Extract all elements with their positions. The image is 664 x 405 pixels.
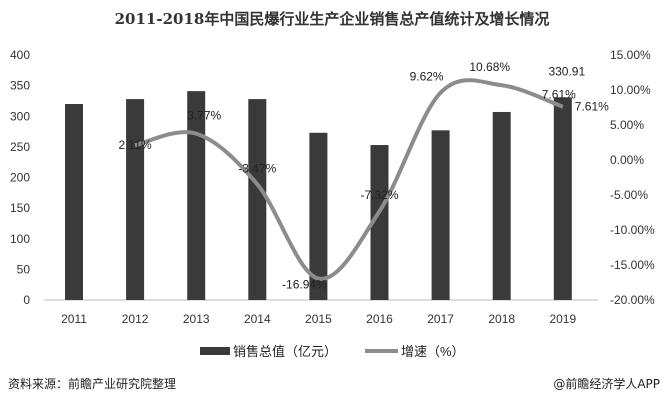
x-tick-label: 2014 xyxy=(244,312,271,326)
y2-tick-label: 15.00% xyxy=(610,48,651,62)
bar xyxy=(248,99,267,300)
bar xyxy=(126,99,145,300)
y2-tick-label: 0.00% xyxy=(610,153,644,167)
x-tick-label: 2019 xyxy=(549,312,576,326)
y2-tick-label: -10.00% xyxy=(610,223,655,237)
y2-tick-label: -20.00% xyxy=(610,293,655,307)
y-tick-label: 0 xyxy=(23,293,30,307)
bar xyxy=(492,111,511,301)
growth-label: -7.32% xyxy=(360,188,398,202)
legend-bar-label: 销售总值（亿元） xyxy=(233,344,337,359)
growth-label: -3.47% xyxy=(238,161,276,175)
chart-svg: 0 50 100 150 200 250 300 350 400 -20.00% -15.00% -1… xyxy=(10,48,655,359)
bar-value-label: 330.91 xyxy=(548,64,585,78)
growth-label: 2.11% xyxy=(119,138,152,152)
growth-label: 7.61% xyxy=(575,100,609,114)
credit-note: @前瞻经济学人APP xyxy=(553,377,660,391)
y-tick-label: 150 xyxy=(10,201,30,215)
x-tick-label: 2015 xyxy=(305,312,332,326)
bar xyxy=(309,132,328,300)
y2-tick-label: -15.00% xyxy=(610,258,655,272)
growth-label: 3.77% xyxy=(187,109,221,123)
growth-line xyxy=(134,78,564,281)
bar xyxy=(431,130,450,300)
x-tick-label: 2016 xyxy=(366,312,393,326)
growth-label: 10.68% xyxy=(469,60,510,74)
x-tick-label: 2012 xyxy=(122,312,149,326)
growth-label: 9.62% xyxy=(410,70,444,84)
legend-bar-swatch xyxy=(200,347,230,355)
x-tick-label: 2013 xyxy=(183,312,210,326)
bar xyxy=(187,91,206,300)
x-tick-label: 2017 xyxy=(427,312,454,326)
y2-tick-label: -5.00% xyxy=(610,188,648,202)
legend-line-label: 增速（%） xyxy=(401,344,465,359)
chart-title: 2011-2018年中国民爆行业生产企业销售总产值统计及增长情况 xyxy=(114,10,550,28)
bar xyxy=(553,97,572,300)
y-tick-label: 50 xyxy=(17,262,31,276)
y2-tick-label: 5.00% xyxy=(610,118,644,132)
growth-label: -16.94% xyxy=(282,278,327,292)
y-tick-label: 200 xyxy=(10,171,30,185)
y-tick-label: 400 xyxy=(10,48,30,62)
growth-label: 7.61% xyxy=(542,88,576,102)
bar xyxy=(65,104,83,300)
bar xyxy=(370,145,389,300)
y2-tick-label: 10.00% xyxy=(610,83,651,97)
source-note: 资料来源：前瞻产业研究院整理 xyxy=(8,377,177,391)
y-tick-label: 350 xyxy=(10,79,30,93)
y-tick-label: 100 xyxy=(10,232,30,246)
x-tick-label: 2011 xyxy=(61,312,87,326)
x-tick-label: 2018 xyxy=(488,312,515,326)
y-tick-label: 300 xyxy=(10,109,30,123)
y-tick-label: 250 xyxy=(10,140,30,154)
